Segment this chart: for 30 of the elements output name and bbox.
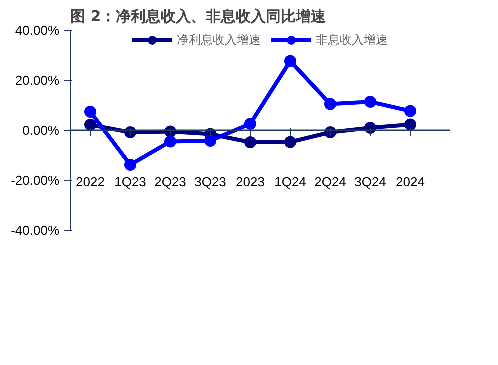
point bbox=[284, 55, 296, 68]
point bbox=[244, 136, 256, 148]
point bbox=[84, 106, 96, 118]
legend-label: 净利息收入增速 bbox=[177, 32, 261, 48]
x-tick-label: 2022 bbox=[76, 174, 105, 190]
point bbox=[164, 136, 176, 148]
point bbox=[84, 119, 96, 131]
y-tick-label: 40.00% bbox=[15, 23, 60, 38]
point bbox=[284, 136, 296, 148]
y-tick-label: -40.00% bbox=[11, 223, 60, 238]
point bbox=[244, 118, 256, 130]
point bbox=[124, 159, 136, 171]
point bbox=[364, 96, 376, 108]
y-tick-label: -20.00% bbox=[11, 173, 60, 188]
x-tick-label: 1Q24 bbox=[274, 174, 306, 190]
x-tick-label: 2024 bbox=[396, 174, 425, 190]
x-tick-label: 2Q23 bbox=[154, 174, 186, 190]
x-tick-label: 2023 bbox=[236, 174, 265, 190]
legend-label: 非息收入增速 bbox=[316, 32, 388, 48]
point bbox=[404, 118, 416, 131]
y-tick-label: 20.00% bbox=[15, 73, 60, 88]
point bbox=[324, 98, 336, 110]
point bbox=[204, 135, 216, 147]
x-tick-label: 3Q24 bbox=[354, 174, 386, 190]
y-tick-label: 0.00% bbox=[22, 123, 60, 138]
point bbox=[404, 105, 416, 118]
x-tick-label: 1Q23 bbox=[114, 174, 146, 190]
chart-title: 图 2：净利息收入、非息收入同比增速 bbox=[70, 8, 328, 26]
x-tick-label: 2Q24 bbox=[314, 174, 346, 190]
x-tick-label: 3Q23 bbox=[194, 174, 226, 190]
